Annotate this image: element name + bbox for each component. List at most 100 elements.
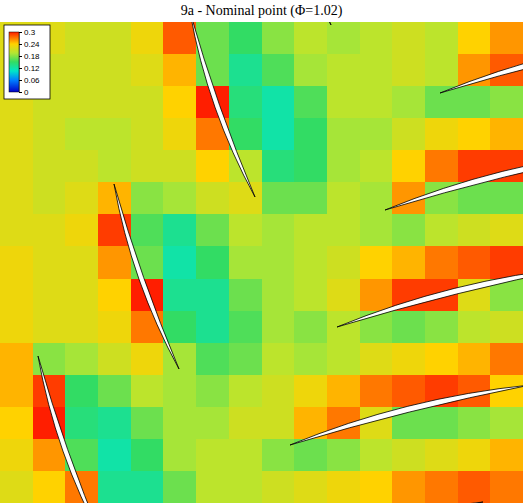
cell (392, 54, 425, 87)
stator-blade (266, 22, 331, 25)
cell (327, 54, 360, 87)
cell (490, 182, 523, 215)
cell (98, 54, 131, 87)
cell (392, 311, 425, 344)
cell (131, 150, 164, 183)
cell (327, 214, 360, 247)
cell (229, 182, 262, 215)
stator-blade (38, 356, 103, 503)
cell (196, 471, 229, 503)
cell (458, 246, 491, 279)
cell (294, 214, 327, 247)
cell (458, 471, 491, 503)
cell (425, 471, 458, 503)
cell (163, 246, 196, 279)
cell (294, 343, 327, 376)
cell (392, 375, 425, 408)
cell (196, 407, 229, 440)
cell (0, 214, 33, 247)
cell (392, 343, 425, 376)
cell (360, 22, 393, 55)
cell (131, 471, 164, 503)
cell (196, 343, 229, 376)
cell (229, 375, 262, 408)
cell (360, 279, 393, 312)
cell (327, 150, 360, 183)
cell (229, 343, 262, 376)
cell (196, 311, 229, 344)
cell (360, 214, 393, 247)
cell (163, 279, 196, 312)
title: 9a - Nominal point (Φ=1.02) (181, 3, 343, 19)
colorbar-tick: 0 (19, 88, 29, 97)
cell (229, 54, 262, 87)
cells (0, 22, 523, 503)
cell (294, 150, 327, 183)
cell (360, 86, 393, 119)
cell (196, 439, 229, 472)
colorbar-tick-label: 0 (24, 88, 29, 97)
cell (392, 118, 425, 151)
cell (0, 439, 33, 472)
cell (327, 439, 360, 472)
cell (196, 182, 229, 215)
cell (327, 86, 360, 119)
blades (0, 22, 523, 503)
cell (490, 214, 523, 247)
colorbar-tick-label: 0.18 (24, 52, 40, 61)
cell (229, 279, 262, 312)
cell (360, 439, 393, 472)
cell (425, 86, 458, 119)
colorbar: 00.060.120.180.240.3 (4, 25, 50, 99)
cell (294, 182, 327, 215)
cell (490, 118, 523, 151)
cell (360, 343, 393, 376)
cell (163, 214, 196, 247)
cell (327, 246, 360, 279)
cell (98, 279, 131, 312)
cell (196, 246, 229, 279)
colorbar-tick-label: 0.24 (24, 40, 40, 49)
cell (262, 182, 295, 215)
colorbar-box (4, 25, 50, 99)
cell (262, 471, 295, 503)
cell (294, 471, 327, 503)
cell (229, 311, 262, 344)
cell (163, 407, 196, 440)
rotor-blade (385, 150, 523, 210)
cell (229, 246, 262, 279)
cell (294, 279, 327, 312)
cell (425, 54, 458, 87)
colorbar-tick: 0.24 (19, 40, 40, 49)
cell (262, 54, 295, 87)
cell (0, 279, 33, 312)
cell (65, 118, 98, 151)
cell (294, 86, 327, 119)
colorbar-tick: 0.18 (19, 52, 40, 61)
cell (229, 86, 262, 119)
colorbar-tick-mark (19, 56, 22, 57)
cell (360, 54, 393, 87)
cell (425, 214, 458, 247)
cell (0, 407, 33, 440)
cell (229, 214, 262, 247)
cell (0, 343, 33, 376)
cell (458, 22, 491, 55)
cell (65, 54, 98, 87)
cell (490, 407, 523, 440)
cell (490, 86, 523, 119)
colorbar-gradient (9, 32, 19, 92)
cell (98, 471, 131, 503)
cell (425, 407, 458, 440)
cell (327, 182, 360, 215)
cell (294, 246, 327, 279)
cell (327, 22, 360, 55)
cell (392, 246, 425, 279)
colorbar-tick: 0.12 (19, 64, 40, 73)
cell (98, 86, 131, 119)
plot-area (0, 22, 523, 503)
cell (262, 407, 295, 440)
colorbar-tick-mark (19, 80, 22, 81)
rotor-blade (337, 267, 523, 327)
cell (294, 311, 327, 344)
